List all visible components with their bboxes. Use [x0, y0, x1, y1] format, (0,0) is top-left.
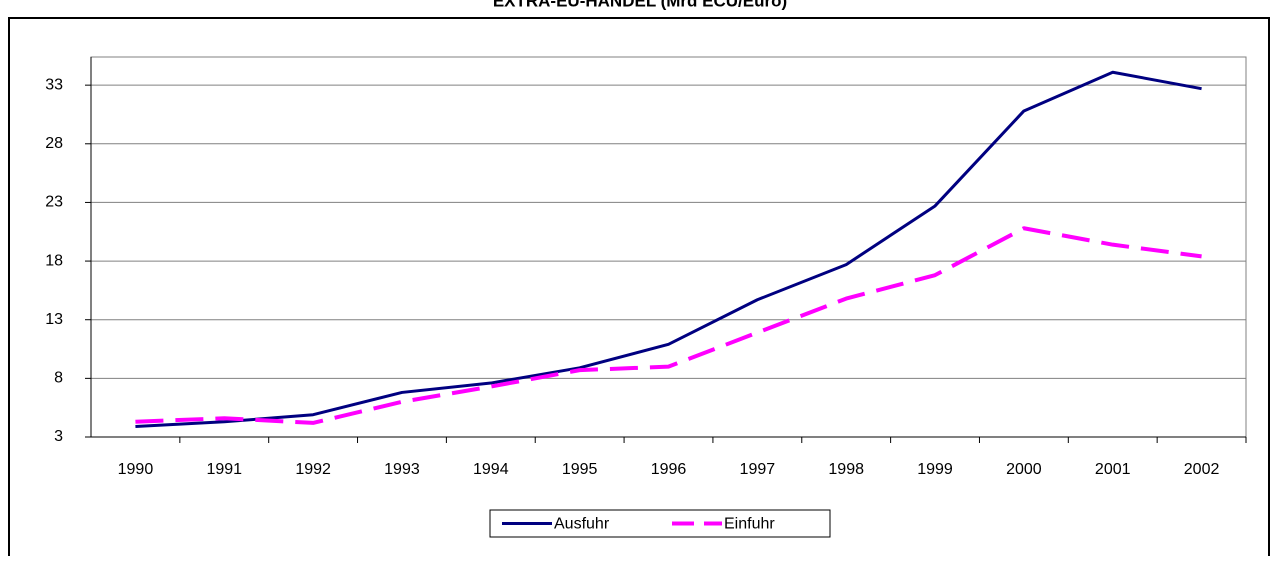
x-tick-label: 1993	[384, 461, 420, 478]
x-tick-label: 1997	[740, 461, 776, 478]
y-tick-label: 18	[45, 252, 63, 269]
y-tick-label: 13	[45, 311, 63, 328]
series-line	[135, 70, 1202, 428]
y-tick-label: 3	[54, 428, 63, 445]
x-tick-label: 1999	[917, 461, 953, 478]
y-tick-label: 28	[45, 135, 63, 152]
x-tick-label: 2002	[1184, 461, 1220, 478]
x-tick-label: 1995	[562, 461, 598, 478]
legend-label: Einfuhr	[724, 516, 775, 533]
chart-title: EXTRA-EU-HANDEL (Mrd ECU/Euro)	[493, 0, 787, 10]
x-tick-label: 1990	[118, 461, 154, 478]
plot-area	[90, 56, 1247, 438]
x-tick-label: 1992	[295, 461, 331, 478]
x-tick-label: 1996	[651, 461, 687, 478]
x-tick-label: 1998	[828, 461, 864, 478]
y-tick-label: 23	[45, 194, 63, 211]
y-tick-label: 33	[45, 76, 63, 93]
legend-label: Ausfuhr	[554, 516, 610, 533]
x-tick-label: 2001	[1095, 461, 1131, 478]
x-tick-label: 1994	[473, 461, 509, 478]
x-tick-label: 1991	[206, 461, 242, 478]
y-tick-label: 8	[54, 370, 63, 387]
series-line	[135, 226, 1202, 425]
x-tick-label: 2000	[1006, 461, 1042, 478]
